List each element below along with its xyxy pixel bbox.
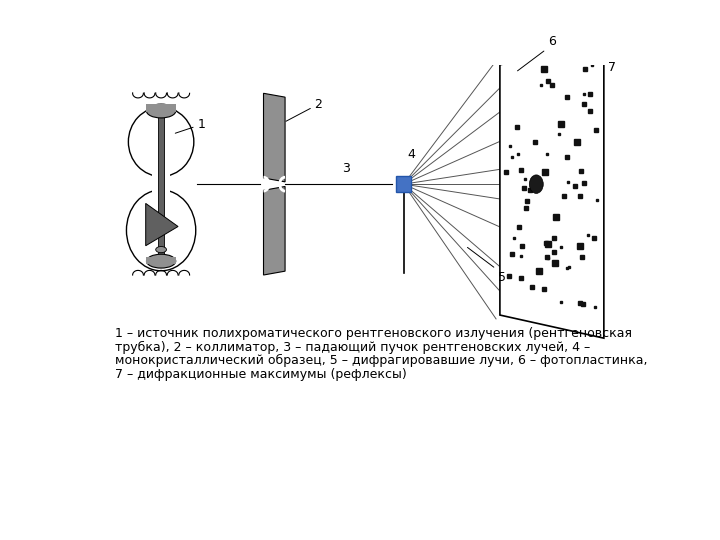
Text: 1 – источник полихроматического рентгеновского излучения (рентгеновская: 1 – источник полихроматического рентгено… [115, 327, 632, 340]
Ellipse shape [156, 247, 166, 253]
Ellipse shape [529, 175, 543, 193]
Text: 7 – дифракционные максимумы (рефлексы): 7 – дифракционные максимумы (рефлексы) [115, 368, 407, 381]
Text: 3: 3 [342, 162, 350, 175]
Polygon shape [264, 93, 285, 182]
Text: 2: 2 [315, 98, 323, 111]
Ellipse shape [146, 254, 176, 268]
Ellipse shape [128, 107, 194, 177]
Text: трубка), 2 – коллиматор, 3 – падающий пучок рентгеновских лучей, 4 –: трубка), 2 – коллиматор, 3 – падающий пу… [115, 340, 590, 354]
Text: 1: 1 [197, 118, 205, 131]
Polygon shape [145, 204, 178, 246]
Bar [158, 111, 164, 261]
Text: 4: 4 [408, 148, 415, 161]
Text: 5: 5 [498, 271, 505, 284]
Bar [396, 177, 411, 192]
Bar [152, 173, 171, 195]
Ellipse shape [127, 190, 196, 271]
Polygon shape [500, 42, 604, 338]
Bar [146, 256, 176, 264]
Ellipse shape [146, 104, 176, 118]
Text: 6: 6 [548, 35, 556, 48]
Text: 7: 7 [608, 61, 616, 74]
Polygon shape [264, 186, 285, 275]
Bar [146, 104, 176, 112]
Text: монокристаллический образец, 5 – дифрагировавшие лучи, 6 – фотопластинка,: монокристаллический образец, 5 – дифраги… [115, 354, 647, 367]
